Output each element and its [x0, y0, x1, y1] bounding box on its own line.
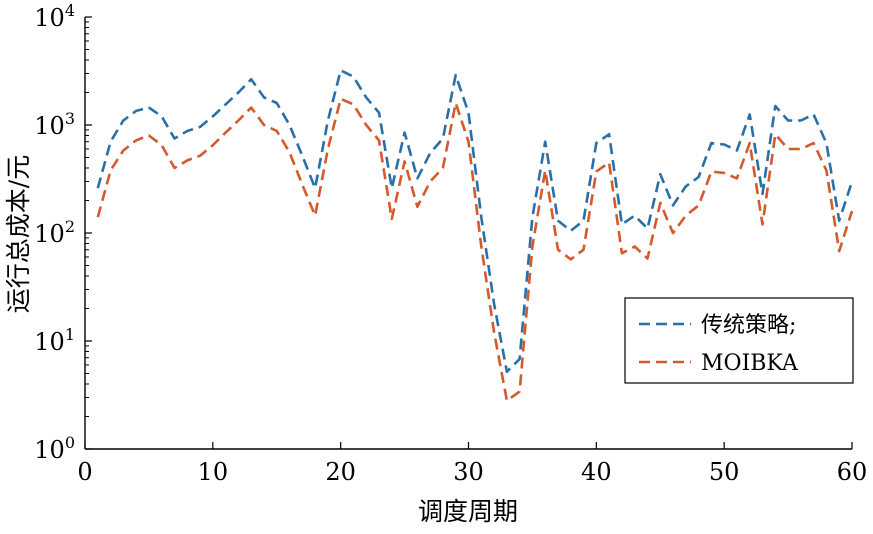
y-tick-label: 103: [34, 109, 75, 140]
y-ticks: 100 101 102 103 104: [34, 1, 92, 464]
series-line-1: [96, 69, 854, 374]
x-tick-label: 30: [453, 458, 484, 486]
legend: 传统策略; MOIBKA: [624, 297, 854, 384]
x-tick-label: 0: [77, 458, 92, 486]
x-tick-label: 60: [837, 458, 868, 486]
legend-label-1: 传统策略;: [701, 313, 796, 338]
x-tick-label: 10: [198, 458, 229, 486]
y-tick-label: 101: [34, 325, 75, 356]
y-axis-title: 运行总成本/元: [4, 155, 33, 313]
y-tick-label: 102: [34, 217, 75, 248]
x-tick-label: 50: [709, 458, 740, 486]
y-tick-label: 100: [34, 433, 75, 464]
x-axis-title: 调度周期: [418, 497, 518, 526]
legend-box: [624, 297, 854, 384]
x-tick-label: 20: [325, 458, 356, 486]
legend-label-2: MOIBKA: [701, 351, 799, 376]
series-layer: [96, 69, 854, 403]
x-ticks: 0 10 20 30 40 50 60: [77, 442, 867, 486]
series-line-2: [96, 97, 854, 403]
x-tick-label: 40: [581, 458, 612, 486]
axes: [84, 17, 852, 450]
y-tick-label: 104: [34, 1, 75, 32]
